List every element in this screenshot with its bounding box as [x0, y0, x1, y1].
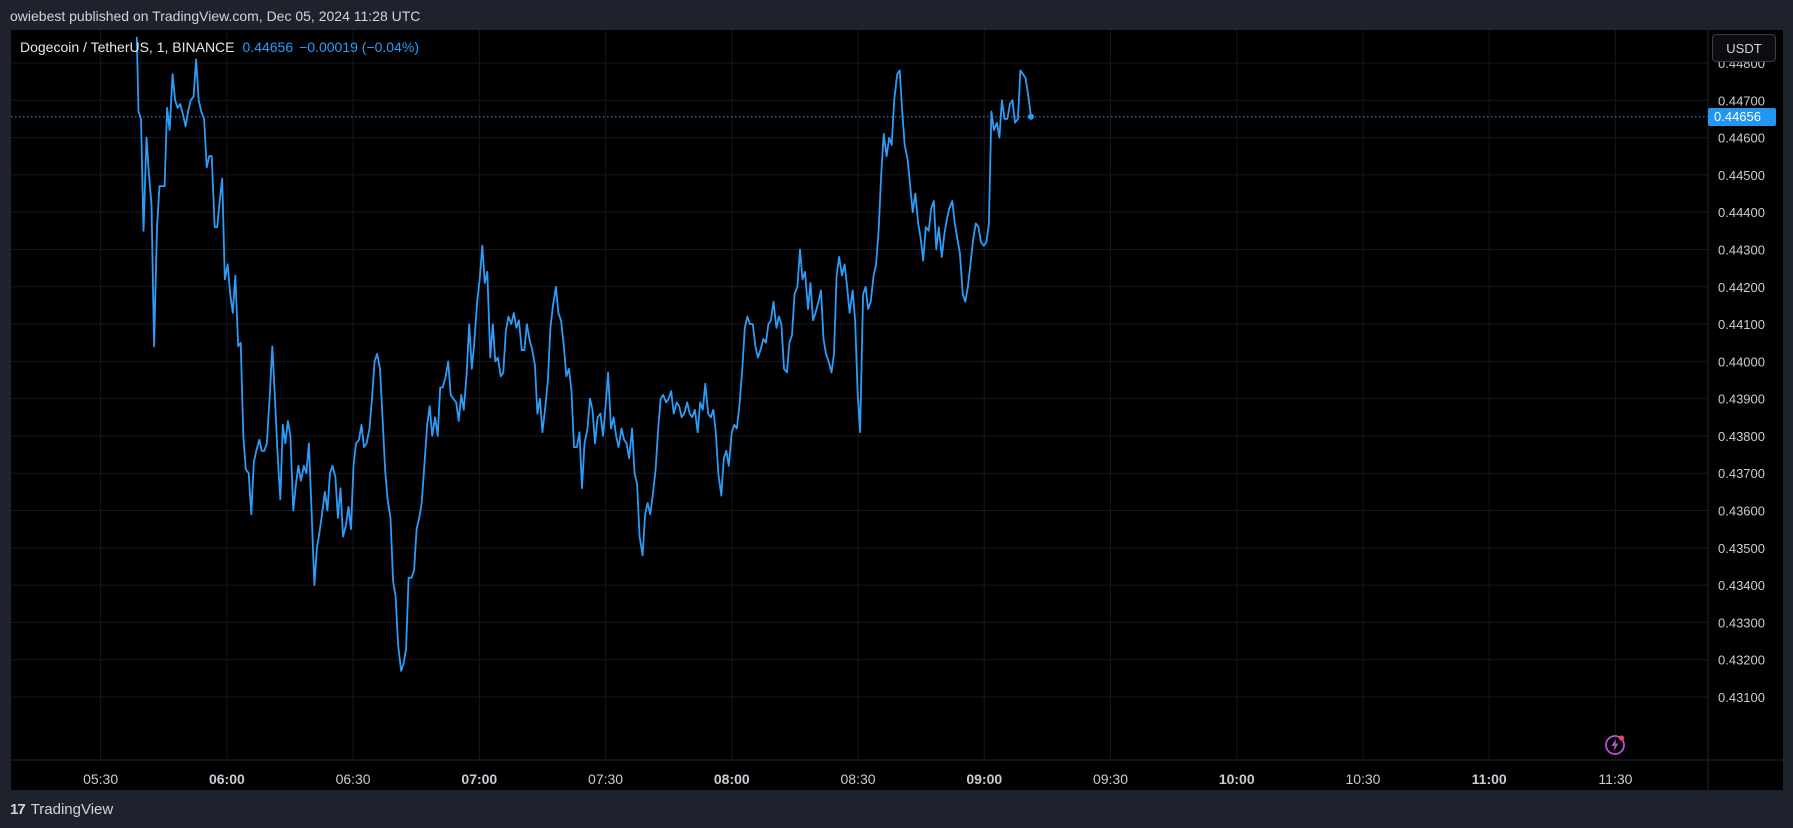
brand-name: TradingView [30, 801, 114, 818]
y-tick-label: 0.43700 [1718, 466, 1765, 481]
x-tick-label: 06:00 [209, 771, 245, 787]
y-tick-label: 0.44400 [1718, 205, 1765, 220]
x-tick-label: 09:30 [1093, 771, 1128, 787]
y-tick-label: 0.44700 [1718, 93, 1765, 108]
last-price: 0.44656 [242, 39, 294, 55]
x-tick-label: 07:00 [461, 771, 497, 787]
top-bar: owiebest published on TradingView.com, D… [0, 0, 1793, 30]
bottom-bar: 17 TradingView [0, 790, 1793, 828]
symbol-name[interactable]: Dogecoin / TetherUS, 1, BINANCE [20, 39, 235, 55]
y-tick-label: 0.43200 [1718, 653, 1765, 668]
y-tick-label: 0.43100 [1718, 690, 1765, 705]
x-tick-label: 10:00 [1219, 771, 1255, 787]
x-tick-label: 10:30 [1345, 771, 1380, 787]
y-tick-label: 0.44200 [1718, 280, 1765, 295]
tradingview-brand[interactable]: 17 TradingView [10, 801, 113, 818]
price-change: −0.00019 (−0.04%) [299, 39, 419, 55]
x-tick-label: 08:00 [714, 771, 750, 787]
chart-area[interactable]: 0.43100 0.43200 0.43300 0.43400 0.43500 0.436… [11, 30, 1783, 790]
x-tick-label: 09:00 [966, 771, 1002, 787]
last-point-marker [1027, 113, 1034, 120]
x-tick-label: 11:30 [1598, 771, 1632, 787]
y-tick-label: 0.44300 [1718, 242, 1765, 257]
price-series-line [135, 36, 1032, 672]
price-chart[interactable]: 0.43100 0.43200 0.43300 0.43400 0.43500 0.436… [11, 30, 1783, 790]
y-tick-label: 0.44600 [1718, 131, 1765, 146]
x-tick-label: 11:00 [1472, 771, 1507, 787]
y-tick-label: 0.43900 [1718, 392, 1765, 407]
last-price-badge: 0.44656 [1708, 107, 1776, 126]
x-tick-label: 05:30 [83, 771, 118, 787]
x-tick-label: 07:30 [588, 771, 623, 787]
currency-button[interactable]: USDT [1712, 34, 1776, 62]
symbol-legend: Dogecoin / TetherUS, 1, BINANCE 0.44656 −0… [20, 39, 419, 55]
y-tick-label: 0.43300 [1718, 615, 1765, 630]
lightning-icon[interactable] [1604, 734, 1626, 756]
published-info: owiebest published on TradingView.com, D… [10, 8, 421, 24]
x-tick-label: 08:30 [841, 771, 876, 787]
y-tick-label: 0.43500 [1718, 541, 1765, 556]
x-tick-label: 06:30 [336, 771, 371, 787]
tradingview-logo-icon: 17 [10, 801, 26, 818]
y-tick-label: 0.43400 [1718, 578, 1765, 593]
y-tick-label: 0.44000 [1718, 354, 1765, 369]
y-tick-label: 0.44100 [1718, 317, 1765, 332]
y-tick-label: 0.43600 [1718, 504, 1765, 519]
y-tick-label: 0.43800 [1718, 429, 1765, 444]
y-tick-label: 0.44500 [1718, 168, 1765, 183]
